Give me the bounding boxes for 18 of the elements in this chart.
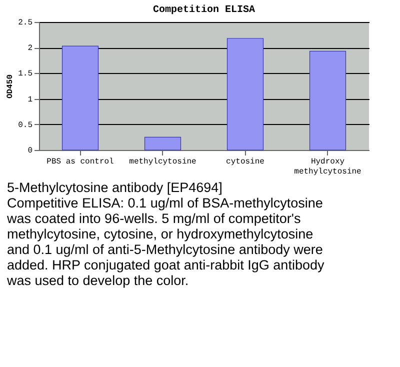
y-tick-label: 1.5	[18, 70, 33, 79]
x-tick-label: Hydroxy methylcytosine	[294, 158, 362, 176]
chart-title: Competition ELISA	[152, 4, 256, 16]
x-tick-label: PBS as control	[46, 158, 114, 166]
y-axis-title: OD450	[6, 74, 16, 99]
y-tick-label: 0.5	[18, 120, 33, 130]
bar	[309, 50, 346, 150]
bar	[144, 136, 182, 150]
text: 5-Methylcytosine antibody [EP4694]	[7, 180, 222, 195]
y-tick-label: 0	[28, 146, 33, 156]
y-tick-label: 2	[28, 44, 33, 54]
y-tick-label: 2.5	[18, 18, 33, 28]
bar	[226, 38, 264, 150]
x-tick-label: methylcytosine	[129, 158, 197, 166]
y-tick-label: 1	[28, 95, 33, 104]
text: Competitive ELISA: 0.1 ug/ml of BSA-methylcytosine was coated into 96-wells. 5 mg/ml of competitor's methylcytosine, cytosine, or hydroxymethylcytosine and 0.1 ug/ml of anti-5-Methylcytosine antibody were added. HRP conjugated goat anti-rabbit IgG antibody was used to develop the color.	[6, 196, 324, 288]
x-tick-label: cytosine	[226, 158, 265, 166]
bar	[62, 46, 99, 150]
